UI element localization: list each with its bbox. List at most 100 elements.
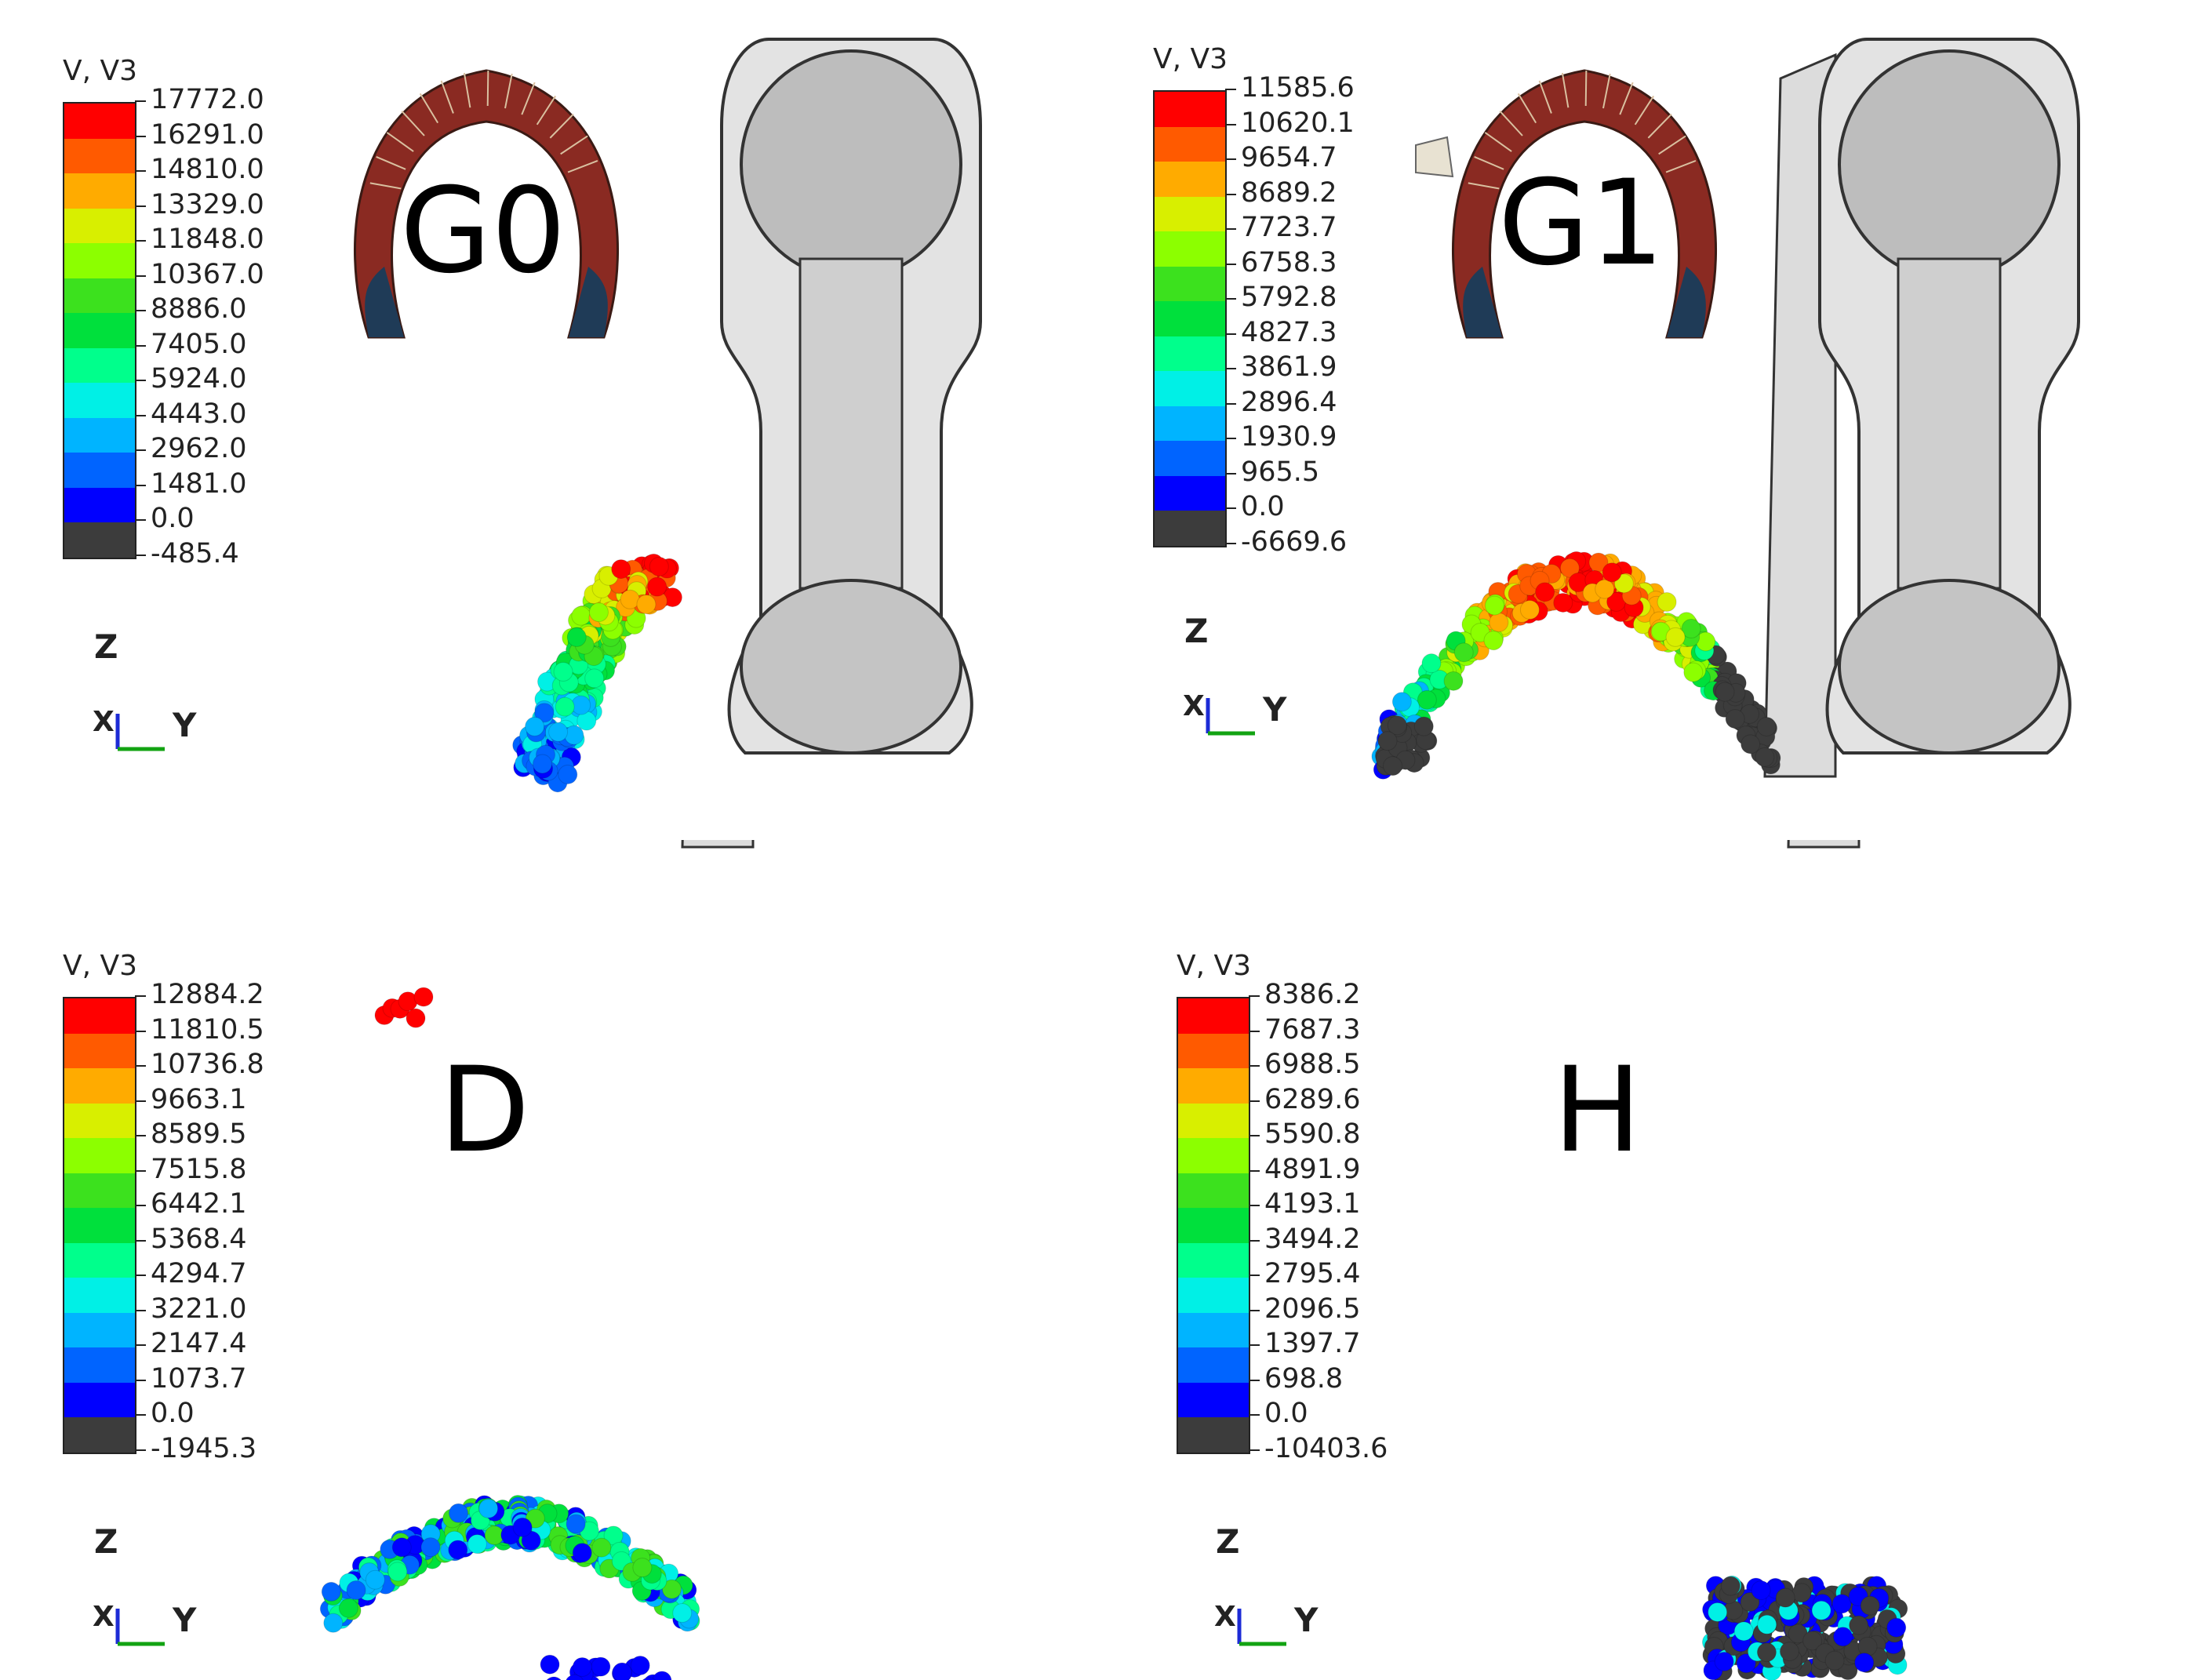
- legend-swatch: [64, 1278, 135, 1313]
- legend-title: V, V3: [1177, 950, 1252, 982]
- legend-tick-label: 11585.6: [1225, 72, 1355, 104]
- particle: [555, 696, 575, 717]
- legend-tick-label: 5590.8: [1248, 1118, 1361, 1150]
- particle: [1833, 1627, 1853, 1647]
- rim-cross-section: [681, 840, 755, 849]
- legend-swatch: [1155, 92, 1225, 127]
- axis-x-label: X: [93, 706, 115, 738]
- tire-mesh-line: [386, 132, 414, 152]
- tire-mesh-line: [1468, 182, 1500, 190]
- legend-swatch: [64, 208, 135, 243]
- legend-swatch: [1178, 1208, 1249, 1243]
- legend-color-bar: [63, 997, 136, 1454]
- particle: [323, 1613, 344, 1633]
- legend-tick-label: 4443.0: [134, 398, 247, 430]
- tire-flap: [1415, 136, 1454, 178]
- particle-cloud: [1371, 551, 1781, 780]
- legend-tick-label: 8886.0: [134, 293, 247, 325]
- legend-swatch: [1155, 371, 1225, 406]
- rim-lower-bulb: [740, 579, 962, 755]
- case-label: D: [439, 1042, 530, 1179]
- legend-swatch: [64, 1382, 135, 1417]
- legend-color-bar: [1177, 997, 1250, 1454]
- tire-mesh-diagram: [1237, 840, 1908, 1680]
- legend-title: V, V3: [1153, 43, 1228, 75]
- particle: [553, 661, 573, 682]
- legend-swatch: [64, 347, 135, 383]
- legend-tick-label: 6758.3: [1224, 246, 1337, 278]
- tire-mesh-line: [1584, 71, 1588, 107]
- legend-tick-label: 11810.5: [135, 1013, 264, 1045]
- legend-tick-label: 6442.1: [134, 1188, 247, 1220]
- tire-mesh-diagram: [1206, 38, 2080, 780]
- particle: [591, 1656, 611, 1677]
- rim-web: [798, 257, 904, 590]
- legend-tick-label: 2795.4: [1248, 1258, 1361, 1289]
- legend-tick-label: 4193.1: [1248, 1188, 1361, 1220]
- particle-cloud: [512, 553, 682, 793]
- panel-d: V, V3 12884.2 11810.5 10736.8 9663.1 8589.5 7…: [0, 840, 1098, 1680]
- particle: [1443, 671, 1464, 691]
- legend-tick-label: 2096.5: [1248, 1293, 1361, 1325]
- axis-y-label: Y: [1263, 690, 1287, 729]
- particle: [548, 722, 569, 742]
- legend-tick-label: 1397.7: [1248, 1328, 1361, 1359]
- tire-mesh-line: [536, 95, 557, 125]
- particle: [420, 1537, 441, 1558]
- legend-swatch: [64, 383, 135, 418]
- particle: [572, 1656, 592, 1677]
- legend-tick-label: 3494.2: [1248, 1223, 1361, 1255]
- legend-tick-label: 9654.7: [1224, 142, 1337, 173]
- tire-mesh-line: [567, 160, 598, 173]
- tire-mesh-line: [486, 71, 489, 107]
- legend-tick-label: 3221.0: [134, 1293, 247, 1325]
- tire-mesh-line: [1561, 72, 1570, 108]
- legend-swatch: [1178, 1278, 1249, 1313]
- legend-tick-label: 12884.2: [135, 979, 264, 1010]
- particle: [1553, 592, 1573, 613]
- legend-swatch: [64, 453, 135, 488]
- legend-swatch: [1155, 405, 1225, 441]
- particle: [1657, 592, 1677, 613]
- legend-swatch: [64, 173, 135, 209]
- rim-cross-section: [1787, 840, 1861, 849]
- particle-cloud: [319, 987, 700, 1680]
- tire-mesh-line: [1619, 82, 1634, 115]
- particle: [365, 1569, 385, 1590]
- panel-h: V, V3 8386.2 7687.3 6988.5 6289.6 5590.8 4891…: [1098, 840, 2196, 1680]
- panel-g0: V, V3 17772.0 16291.0 14810.0 13329.0 11848.…: [0, 0, 1098, 840]
- rim-cross-section: [720, 38, 982, 755]
- legend-tick-label: 4294.7: [134, 1258, 247, 1289]
- legend-swatch: [1178, 1138, 1249, 1173]
- legend-tick-label: 1930.9: [1224, 421, 1337, 453]
- legend-swatch: [64, 1242, 135, 1278]
- legend-swatch: [64, 998, 135, 1034]
- legend-swatch: [64, 243, 135, 278]
- particle: [1535, 582, 1555, 602]
- particle: [1860, 1595, 1880, 1616]
- legend-swatch: [64, 104, 135, 139]
- particle: [1756, 1642, 1777, 1663]
- particle: [1484, 595, 1504, 616]
- tire-bead: [1667, 267, 1706, 337]
- legend-tick-label: 2962.0: [134, 433, 247, 464]
- particle: [1489, 612, 1509, 632]
- legend-tick-label: 10367.0: [135, 258, 264, 290]
- rim-flange: [681, 840, 755, 849]
- particle: [1421, 653, 1442, 674]
- legend-swatch: [64, 1312, 135, 1347]
- legend-swatch: [64, 1103, 135, 1138]
- axis-triad-arrows: [1206, 698, 1255, 736]
- particle: [1857, 1636, 1878, 1656]
- particle: [672, 1603, 693, 1624]
- particle: [467, 1534, 487, 1555]
- case-label: H: [1553, 1042, 1642, 1179]
- axis-x-label: X: [93, 1601, 115, 1633]
- particle: [620, 589, 640, 609]
- tire-mesh-line: [1634, 95, 1655, 125]
- tire-mesh-line: [463, 72, 471, 108]
- legend-tick-label: 0.0: [135, 1398, 195, 1429]
- particle: [1757, 1614, 1777, 1635]
- legend-tick-label: 0.0: [1249, 1398, 1308, 1429]
- axis-z-label: Z: [1184, 612, 1209, 650]
